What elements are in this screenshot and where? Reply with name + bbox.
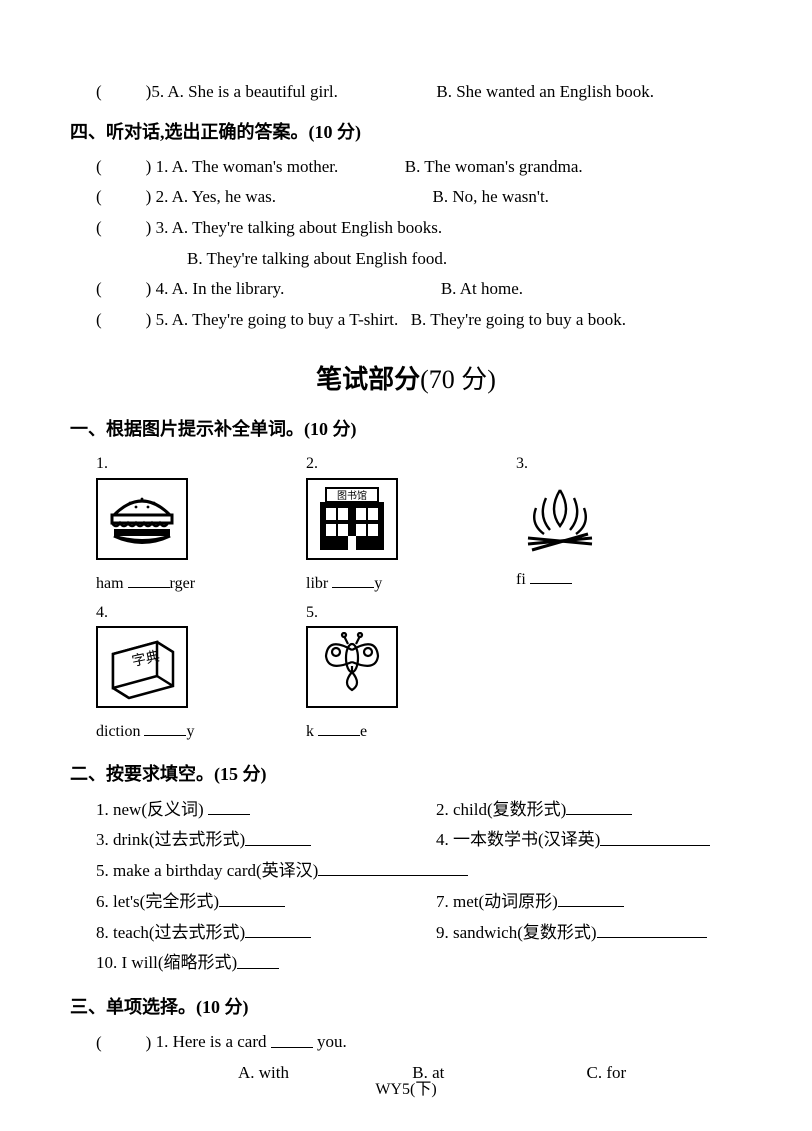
opt-b-text: B. They're talking about English food. (187, 249, 447, 268)
sec4-item-3a: () 3. A. They're talking about English b… (96, 216, 742, 241)
opt-b-text: B. At home. (441, 279, 523, 298)
fill-blank[interactable] (566, 798, 632, 815)
fill-blank[interactable] (128, 572, 170, 588)
prev-q5: ()5. A. She is a beautiful girl. B. She … (96, 80, 742, 105)
w2-row-6: 10. I will(缩略形式) (96, 951, 742, 976)
paren[interactable]: () (96, 218, 151, 237)
qnum: 5. (151, 82, 164, 101)
paren[interactable]: () (96, 82, 151, 101)
w1-cell-2: 2. 图书馆 libr y (306, 452, 446, 595)
w1-row2: 4. 字典 diction y 5. (96, 601, 742, 744)
paren[interactable]: () (96, 310, 151, 329)
sec4-item-1: () 1. A. The woman's mother. B. The woma… (96, 155, 742, 180)
opt-a-text: A. They're talking about English books. (172, 218, 442, 237)
page-footer: WY5(下) (0, 1078, 812, 1101)
fill-blank[interactable] (219, 890, 285, 907)
sec4-item-3b: B. They're talking about English food. (187, 247, 742, 272)
w2-row-3: 5. make a birthday card(英译汉) (96, 859, 742, 884)
qnum: 1. (96, 452, 236, 475)
qnum: 2. (306, 452, 446, 475)
written-title: 笔试部分(70 分) (70, 361, 742, 399)
fill-blank[interactable] (237, 951, 279, 968)
paren[interactable]: () (96, 187, 151, 206)
library-icon: 图书馆 (306, 478, 398, 560)
w1-cell-3: 3. fi (516, 452, 656, 595)
qnum: 3. (516, 452, 656, 475)
opt-b-text: B. No, he wasn't. (433, 187, 549, 206)
w1-cell-5: 5. k e (306, 601, 446, 744)
fill-blank[interactable] (318, 859, 468, 876)
opt-a-text: A. In the library. (172, 279, 285, 298)
w1-cap-2: libr y (306, 572, 446, 595)
hamburger-icon (96, 478, 188, 560)
w1-cell-1: 1. ham rger (96, 452, 236, 595)
qnum: 1. (156, 1033, 169, 1052)
stem-text: Here is a card (173, 1033, 267, 1052)
w1-cap-3: fi (516, 568, 656, 591)
kite-icon (306, 626, 398, 708)
sec4-item-4: () 4. A. In the library. B. At home. (96, 277, 742, 302)
qnum: 3. (156, 218, 169, 237)
w1-title: 一、根据图片提示补全单词。(10 分) (70, 416, 742, 442)
w1-row1: 1. ham rger 2. 图 (96, 452, 742, 595)
fill-blank[interactable] (208, 798, 250, 815)
page: ()5. A. She is a beautiful girl. B. She … (0, 0, 812, 1131)
w2-row-5: 8. teach(过去式形式) 9. sandwich(复数形式) (96, 921, 742, 946)
paren[interactable]: () (96, 157, 151, 176)
fill-blank[interactable] (318, 720, 360, 736)
w1-cap-1: ham rger (96, 572, 236, 595)
fill-blank[interactable] (530, 568, 572, 584)
qnum: 4. (156, 279, 169, 298)
opt-a-text: A. They're going to buy a T-shirt. (172, 310, 399, 329)
qnum: 4. (96, 601, 236, 624)
w2-row-2: 3. drink(过去式形式) 4. 一本数学书(汉译英) (96, 828, 742, 853)
paren[interactable]: () (96, 1033, 151, 1052)
fire-icon (516, 478, 604, 556)
library-label: 图书馆 (337, 489, 367, 502)
paren[interactable]: () (96, 279, 151, 298)
fill-blank[interactable] (597, 921, 707, 938)
qnum: 5. (156, 310, 169, 329)
qnum: 5. (306, 601, 446, 624)
fill-blank[interactable] (332, 572, 374, 588)
w3-title: 三、单项选择。(10 分) (70, 994, 742, 1020)
w3-q1: () 1. Here is a card you. (96, 1030, 742, 1055)
opt-b-text: B. The woman's grandma. (405, 157, 583, 176)
fill-blank[interactable] (271, 1030, 313, 1047)
opt-b-text: B. She wanted an English book. (436, 82, 654, 101)
sec4-item-2: () 2. A. Yes, he was. B. No, he wasn't. (96, 185, 742, 210)
qnum: 2. (156, 187, 169, 206)
fill-blank[interactable] (144, 720, 186, 736)
stem-tail: you. (317, 1033, 347, 1052)
opt-a-text: A. The woman's mother. (172, 157, 339, 176)
qnum: 1. (156, 157, 169, 176)
w1-cell-4: 4. 字典 diction y (96, 601, 236, 744)
w1-cap-4: diction y (96, 720, 236, 743)
opt-a-text: A. She is a beautiful girl. (167, 82, 337, 101)
fill-blank[interactable] (245, 828, 311, 845)
fill-blank[interactable] (245, 921, 311, 938)
sec4-title: 四、听对话,选出正确的答案。(10 分) (70, 119, 742, 145)
written-title-cn: 笔试部分 (316, 365, 420, 394)
w2-row-4: 6. let's(完全形式) 7. met(动词原形) (96, 890, 742, 915)
fill-blank[interactable] (600, 828, 710, 845)
sec4-item-5: () 5. A. They're going to buy a T-shirt.… (96, 308, 742, 333)
opt-a-text: A. Yes, he was. (172, 187, 276, 206)
w2-title: 二、按要求填空。(15 分) (70, 761, 742, 787)
opt-b-text: B. They're going to buy a book. (411, 310, 626, 329)
dictionary-icon: 字典 (96, 626, 188, 708)
w1-cap-5: k e (306, 720, 446, 743)
w2-row-1: 1. new(反义词) 2. child(复数形式) (96, 798, 742, 823)
written-title-score: (70 分) (420, 365, 496, 394)
fill-blank[interactable] (558, 890, 624, 907)
